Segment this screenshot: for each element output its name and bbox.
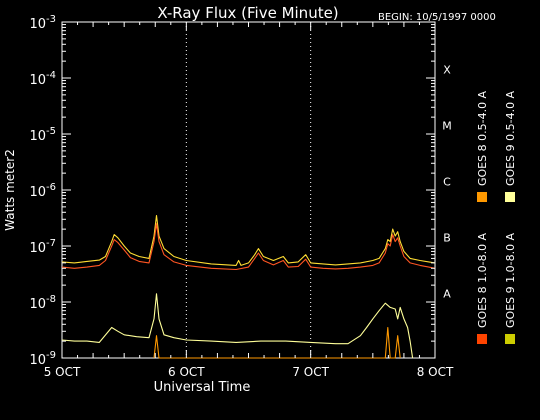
x-tick-label: 5 OCT	[44, 365, 81, 379]
series-2	[61, 293, 414, 359]
legend-swatch	[477, 334, 487, 344]
data-series	[61, 214, 436, 359]
flare-class-M: M	[442, 120, 452, 133]
flare-class-B: B	[443, 232, 451, 245]
legend-label: GOES 8 0.5-4.0 A	[476, 90, 489, 186]
y-tick-label: 10-6	[29, 182, 56, 200]
legend-label: GOES 9 1.0-8.0 A	[504, 232, 517, 328]
y-tick-label: 10-4	[29, 70, 56, 88]
legend-swatch	[477, 192, 487, 202]
x-tick-label: 7 OCT	[292, 365, 329, 379]
legend-label: GOES 9 0.5-4.0 A	[504, 90, 517, 186]
y-tick-label: 10-3	[29, 14, 56, 32]
y-tick-label: 10-9	[29, 350, 56, 368]
legend-swatch	[505, 334, 515, 344]
x-tick-label: 6 OCT	[168, 365, 205, 379]
y-tick-label: 10-8	[29, 294, 56, 312]
flare-class-labels: A B C M X	[442, 64, 452, 301]
grid-lines	[185, 22, 312, 358]
x-tick-label: 8 OCT	[417, 365, 454, 379]
x-axis-label: Universal Time	[154, 380, 251, 395]
chart-title: X-Ray Flux (Five Minute)	[157, 4, 338, 22]
series-0	[61, 214, 436, 266]
flare-class-A: A	[443, 288, 451, 301]
flare-class-C: C	[443, 176, 451, 189]
series-1	[61, 223, 436, 271]
legend: GOES 8 1.0-8.0 A GOES 8 0.5-4.0 A GOES 9 1…	[476, 90, 517, 344]
legend-label: GOES 8 1.0-8.0 A	[476, 232, 489, 328]
chart-begin-date: BEGIN: 10/5/1997 0000	[378, 12, 496, 23]
y-tick-label: 10-5	[29, 126, 56, 144]
plot-frame	[61, 21, 436, 359]
y-tick-label: 10-7	[29, 238, 56, 256]
legend-swatch	[505, 192, 515, 202]
y-axis-label: Watts meter2	[3, 149, 17, 231]
series-3	[153, 326, 401, 359]
y-axis-ticks: 10-9 10-8 10-7 10-6 10-5 10-4 10-3	[29, 14, 435, 368]
flare-class-X: X	[443, 64, 451, 77]
x-axis-ticks: 5 OCT 6 OCT 7 OCT 8 OCT	[44, 22, 454, 379]
